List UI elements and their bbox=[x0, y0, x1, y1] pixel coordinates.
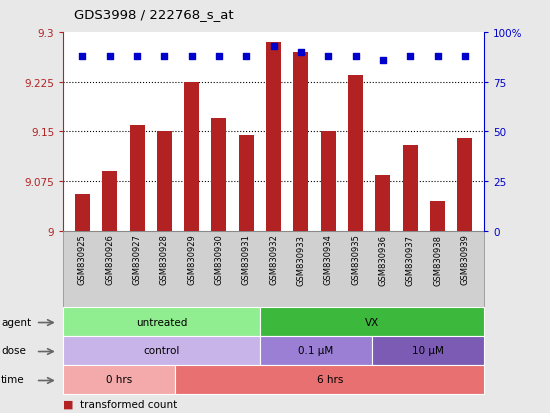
Bar bbox=[266, 43, 281, 231]
Point bbox=[242, 54, 251, 60]
Text: ■: ■ bbox=[63, 399, 74, 409]
Text: agent: agent bbox=[1, 317, 31, 327]
Text: 0 hrs: 0 hrs bbox=[106, 375, 133, 385]
Point bbox=[460, 54, 469, 60]
Bar bbox=[75, 195, 90, 231]
Point bbox=[296, 50, 305, 56]
Bar bbox=[184, 83, 199, 231]
Text: control: control bbox=[143, 346, 180, 356]
Point bbox=[270, 44, 278, 50]
Point bbox=[160, 54, 169, 60]
Text: 10 μM: 10 μM bbox=[412, 346, 444, 356]
Point bbox=[324, 54, 333, 60]
Text: transformed count: transformed count bbox=[80, 399, 177, 409]
Bar bbox=[430, 202, 445, 231]
Bar bbox=[211, 119, 227, 231]
Bar bbox=[157, 132, 172, 231]
Bar bbox=[348, 76, 363, 231]
Point bbox=[433, 54, 442, 60]
Text: time: time bbox=[1, 375, 25, 385]
Point bbox=[133, 54, 141, 60]
Bar bbox=[239, 135, 254, 231]
Point bbox=[187, 54, 196, 60]
Bar bbox=[102, 172, 117, 231]
Text: VX: VX bbox=[365, 317, 379, 327]
Point bbox=[351, 54, 360, 60]
Text: dose: dose bbox=[1, 346, 26, 356]
Point bbox=[78, 54, 87, 60]
Bar bbox=[129, 126, 145, 231]
Point bbox=[378, 57, 387, 64]
Bar bbox=[376, 175, 390, 231]
Point bbox=[406, 54, 415, 60]
Text: 0.1 μM: 0.1 μM bbox=[298, 346, 333, 356]
Bar bbox=[294, 53, 309, 231]
Bar bbox=[458, 139, 472, 231]
Bar bbox=[321, 132, 336, 231]
Bar bbox=[403, 145, 418, 231]
Text: untreated: untreated bbox=[136, 317, 187, 327]
Point bbox=[214, 54, 223, 60]
Text: 6 hrs: 6 hrs bbox=[317, 375, 343, 385]
Point bbox=[105, 54, 114, 60]
Text: GDS3998 / 222768_s_at: GDS3998 / 222768_s_at bbox=[74, 8, 234, 21]
